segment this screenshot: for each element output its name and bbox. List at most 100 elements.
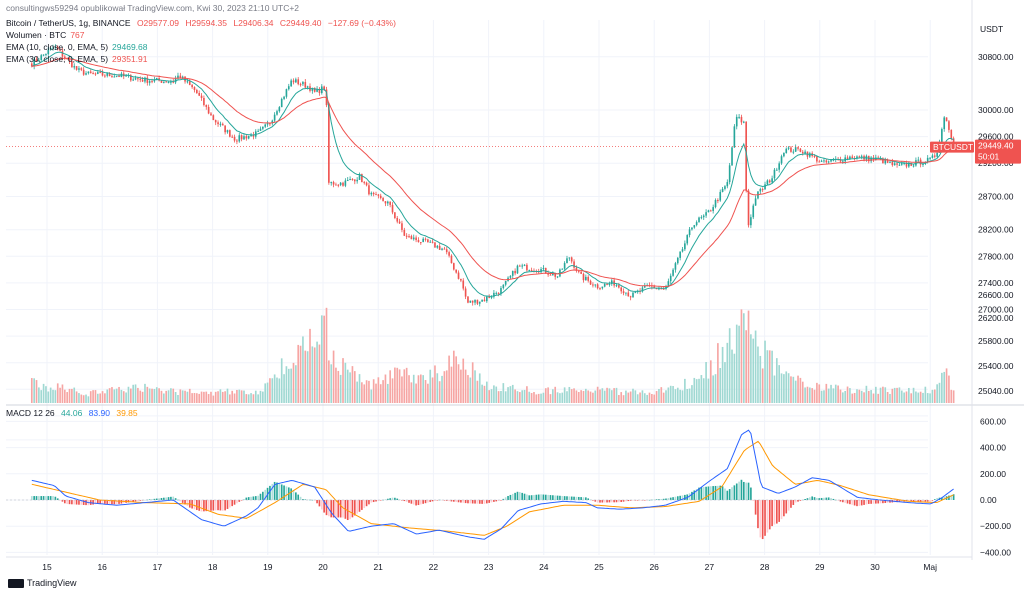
volume-bar (523, 389, 526, 403)
candle-body (243, 136, 245, 140)
macd-hist-bar (155, 498, 158, 500)
candle-body (104, 75, 106, 77)
macd-legend: MACD 12 26 44.06 83.90 39.85 (6, 408, 138, 418)
macd-hist-bar (832, 498, 835, 500)
volume-bar (323, 315, 325, 403)
macd-hist-bar (750, 487, 752, 500)
macd-hist-bar (502, 498, 505, 500)
macd-hist-bar (592, 500, 594, 501)
volume-bar (750, 334, 752, 403)
candle-body (561, 268, 564, 270)
macd-hist-bar (919, 500, 922, 502)
candle-body (455, 269, 458, 273)
candle-body (89, 71, 92, 74)
candle-body (773, 169, 776, 179)
volume-bar (113, 389, 116, 403)
macd-hist-bar (467, 500, 469, 504)
macd-hist-bar (59, 500, 61, 501)
volume-bar (641, 390, 644, 403)
macd-hist-bar (452, 500, 455, 502)
macd-hist-bar (259, 493, 262, 500)
candle-body (653, 286, 656, 289)
volume-bar (445, 370, 448, 403)
macd-hist-bar (912, 500, 915, 502)
volume-bar (172, 388, 175, 403)
volume-bar (884, 387, 887, 403)
candle-body (229, 130, 231, 137)
volume-bar (731, 349, 733, 403)
volume-bar (582, 390, 585, 403)
macd-hist-bar (639, 500, 641, 501)
volume-bar (601, 388, 604, 403)
volume-bar (709, 360, 712, 403)
macd-hist-bar (372, 500, 375, 503)
volume-bar (933, 389, 936, 403)
candle-body (405, 235, 408, 237)
candle-body (816, 156, 818, 162)
candle-body (728, 165, 731, 183)
volume-bar (693, 377, 696, 403)
volume-bar (219, 389, 222, 403)
candle-body (799, 148, 802, 152)
candle-body (320, 86, 323, 94)
candle-body (615, 285, 618, 287)
volume-bar (863, 392, 865, 403)
volume-bar (181, 390, 184, 403)
volume-bar (351, 366, 354, 403)
volume-bar (419, 374, 422, 403)
volume-bar (332, 350, 335, 403)
macd-hist-bar (422, 500, 424, 504)
time-tick-label: 22 (429, 562, 439, 572)
candle-body (252, 134, 255, 137)
volume-bar (490, 389, 493, 403)
macd-hist-bar (886, 500, 889, 503)
macd-hist-bar (773, 500, 776, 525)
macd-hist-bar (278, 483, 281, 500)
candle-body (514, 270, 516, 274)
candle-body (594, 284, 597, 286)
candle-body (898, 164, 901, 166)
volume-bar (75, 391, 78, 403)
candle-body (908, 162, 910, 167)
volume-bar (648, 392, 651, 403)
volume-bar (707, 378, 710, 403)
macd-hist-bar (346, 500, 349, 521)
candle-body (792, 151, 795, 153)
macd-hist-bar (45, 496, 47, 500)
macd-hist-bar (599, 500, 601, 503)
volume-bar (155, 387, 158, 403)
macd-hist-bar (655, 499, 658, 500)
macd-hist-bar (610, 500, 613, 503)
candle-body (167, 81, 170, 83)
candle-body (179, 75, 182, 79)
macd-hist-bar (179, 500, 182, 502)
volume-bar (330, 364, 333, 403)
volume-bar (299, 345, 302, 403)
macd-hist-bar (106, 500, 109, 504)
volume-bar (561, 392, 564, 403)
macd-hist-bar (575, 496, 578, 500)
macd-hist-bar (356, 500, 358, 514)
volume-bar (361, 382, 363, 403)
macd-hist-bar (462, 500, 465, 503)
volume-bar (318, 344, 321, 403)
candle-body (382, 198, 384, 202)
macd-hist-bar (177, 499, 179, 501)
volume-bar (676, 387, 679, 403)
volume-bar (410, 382, 413, 403)
volume-bar (429, 369, 432, 403)
candle-body (339, 182, 342, 185)
candle-body (106, 72, 109, 76)
macd-hist-bar (806, 498, 809, 500)
volume-bar (254, 390, 257, 403)
volume-bar (49, 387, 52, 403)
volume-bar (726, 342, 729, 403)
macd-hist-bar (174, 498, 177, 500)
candle-body (306, 86, 309, 88)
macd-hist-bar (205, 500, 208, 512)
candle-body (641, 287, 644, 292)
macd-hist-bar (731, 487, 733, 500)
tradingview-brand[interactable]: TradingView (8, 578, 77, 588)
candle-body (580, 271, 582, 274)
